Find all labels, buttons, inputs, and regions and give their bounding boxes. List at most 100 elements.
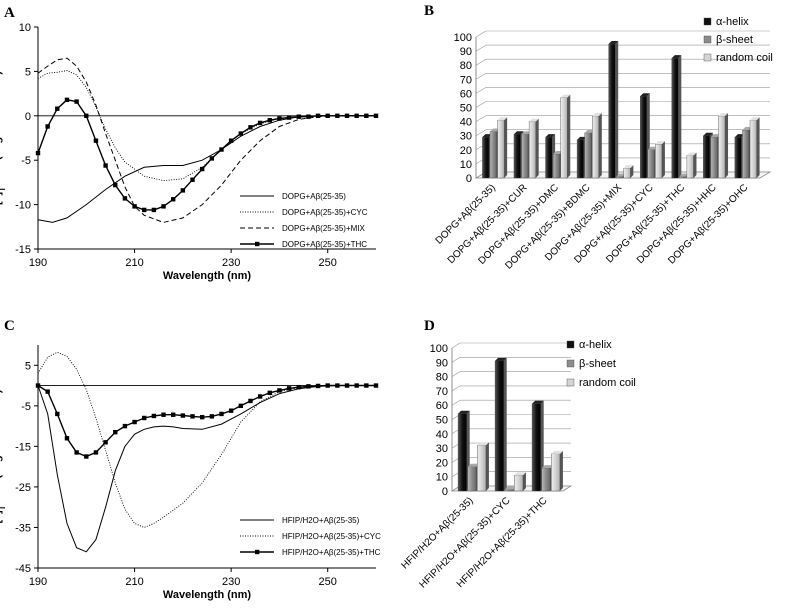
chart-b: 0102030405060708090100DOPG+Aβ(25-35)DOPG…	[434, 16, 773, 272]
bar	[494, 360, 504, 492]
data-point	[142, 207, 147, 213]
bar	[528, 121, 536, 179]
data-point	[219, 411, 224, 417]
y-axis-title-part: [θ]	[0, 191, 3, 205]
bar	[552, 153, 560, 179]
bar	[545, 136, 553, 179]
data-point	[209, 156, 215, 161]
data-point	[209, 414, 215, 419]
y-tick-label: 60	[460, 88, 472, 100]
bar-top	[551, 450, 563, 454]
bar-side	[503, 357, 507, 491]
bar	[531, 403, 541, 492]
data-point	[238, 403, 243, 409]
bar	[749, 119, 757, 179]
legend-label: DOPG+Aβ(25-35)+CYC	[282, 208, 368, 217]
bar	[514, 475, 524, 492]
bar-top	[477, 442, 489, 446]
data-point	[286, 115, 292, 120]
bar-top	[647, 146, 658, 150]
legend-swatch	[566, 340, 575, 349]
bar-side	[678, 55, 682, 178]
legend-marker	[255, 549, 260, 555]
bar-top	[577, 136, 587, 140]
bar	[639, 96, 647, 179]
legend-swatch	[703, 53, 712, 62]
data-point	[344, 383, 350, 388]
x-tick-label: 250	[319, 576, 337, 588]
grid-diag	[475, 73, 487, 80]
grid-diag	[475, 44, 487, 52]
bar	[541, 467, 551, 492]
x-tick-label: 250	[319, 257, 337, 269]
data-point	[45, 124, 50, 129]
bar-top	[592, 112, 602, 116]
bar	[742, 129, 750, 179]
y-tick-label: 80	[436, 372, 448, 384]
y-tick-label: -35	[15, 522, 31, 534]
y-tick-label: 70	[436, 386, 448, 398]
bar	[703, 135, 711, 179]
data-point	[267, 118, 272, 123]
data-point	[277, 116, 282, 121]
bar	[504, 489, 514, 492]
y-tick-label: 70	[460, 74, 472, 86]
bar-top	[718, 112, 729, 116]
bar	[497, 119, 505, 179]
bar-top	[467, 463, 480, 467]
bar-side	[693, 152, 697, 178]
legend-marker	[255, 241, 260, 247]
y-axis-title-part: )	[0, 71, 3, 75]
y-tick-label: 90	[436, 357, 448, 369]
grid-diag	[475, 87, 487, 94]
data-point	[364, 383, 369, 388]
data-point	[132, 419, 137, 425]
bar-top	[742, 127, 753, 131]
data-point	[238, 131, 243, 136]
bar-top	[495, 357, 507, 361]
bar	[482, 136, 490, 179]
x-tick-label: 210	[125, 257, 143, 269]
legend-label: HFIP/H2O+Aβ(25-35)	[282, 516, 360, 525]
y-axis-title: [θ]T*10-3 (deg*cm2*dmol-1)	[0, 389, 7, 523]
panel-label-d: D	[424, 318, 435, 334]
bar	[513, 134, 521, 179]
data-point	[74, 450, 79, 455]
y-axis-title-part: [θ]	[0, 510, 3, 524]
data-point	[219, 147, 224, 152]
panel-label-a: A	[4, 5, 15, 21]
y-axis-title-part: T	[0, 187, 7, 192]
y-axis-title-part: T	[0, 505, 7, 510]
bar-top	[489, 128, 500, 132]
data-point	[84, 113, 89, 118]
data-point	[325, 383, 330, 388]
legend-label: DOPG+Aβ(25-35)+MIX	[282, 224, 366, 233]
bar	[560, 97, 568, 179]
data-point	[55, 411, 60, 417]
data-point	[228, 408, 234, 413]
legend-label: DOPG+Aβ(25-35)	[282, 192, 346, 201]
series-line	[37, 351, 376, 528]
bar	[718, 115, 726, 179]
data-point	[171, 197, 176, 202]
data-point	[132, 204, 137, 209]
bar	[710, 136, 718, 179]
bar	[551, 453, 561, 492]
legend-label: DOPG+Aβ(25-35)+THC	[282, 240, 367, 249]
y-tick-label: 100	[430, 343, 448, 355]
data-point	[151, 207, 157, 213]
data-point	[64, 97, 70, 103]
y-tick-label: -25	[15, 482, 31, 494]
data-point	[122, 423, 128, 429]
data-point	[199, 166, 205, 172]
data-point	[113, 182, 118, 188]
bar-side	[559, 450, 563, 491]
x-axis-title: Wavelength (nm)	[163, 589, 252, 601]
data-point	[161, 412, 166, 417]
panel-label-c: C	[4, 318, 15, 334]
bar	[647, 149, 655, 179]
bar-top	[482, 134, 492, 138]
bar	[584, 132, 592, 179]
bar-top	[703, 132, 713, 136]
